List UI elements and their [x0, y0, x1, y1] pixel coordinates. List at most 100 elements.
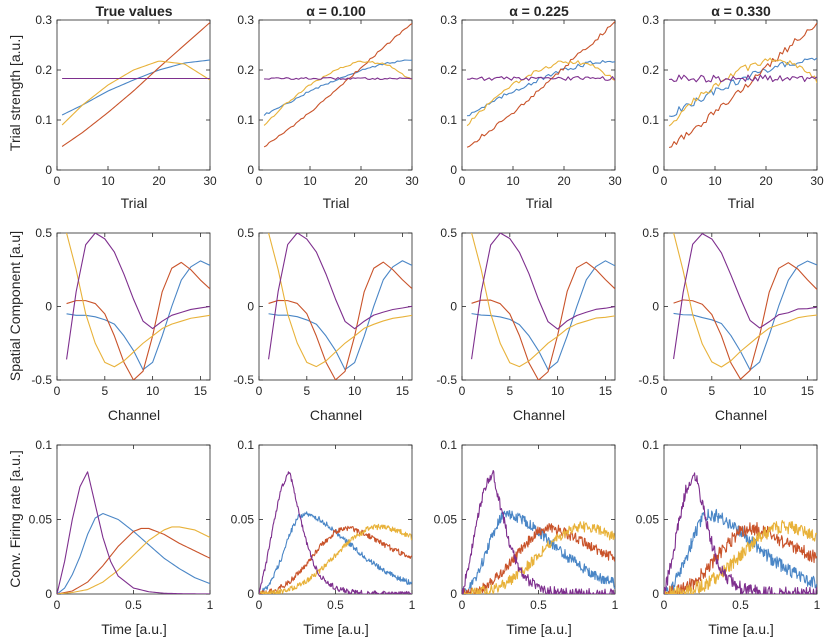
y-tick-label: -0.5 [233, 373, 254, 387]
y-tick-label: 0.05 [434, 513, 458, 527]
axes-box [663, 444, 818, 595]
xlabel-time-col4: Time [a.u.] [708, 621, 774, 637]
x-tick-label: 0 [661, 384, 668, 398]
series-red-line [668, 22, 817, 149]
axes-box [663, 19, 818, 171]
x-tick-label: 15 [599, 384, 613, 398]
y-tick-label: 0.2 [35, 63, 52, 77]
series-purple-line [471, 233, 615, 360]
y-tick-label: 0.1 [237, 113, 254, 127]
panel-firing-col1: 0 0.5 1 0 0.05 0.1 [29, 438, 214, 612]
x-tick-label: 0 [661, 174, 668, 188]
y-tick-label: 0 [652, 300, 659, 314]
panel-trial-col3: 0 10 20 30 0 0.1 0.2 0.3 [440, 13, 622, 188]
xlabel-time-col1: Time [a.u.] [101, 621, 167, 637]
series-red-line [471, 261, 615, 380]
xlabel-time-col3: Time [a.u.] [506, 621, 572, 637]
x-tick-label: 0 [459, 598, 466, 612]
panel-firing-col2: 0 0.5 1 0 0.05 0.1 [231, 438, 416, 612]
series-purple-line [66, 233, 210, 360]
x-tick-label: 1 [409, 598, 416, 612]
y-tick-label: 0 [652, 163, 659, 177]
y-tick-label: 0.3 [35, 13, 52, 27]
x-tick-label: 15 [396, 384, 410, 398]
series-blue-line [66, 260, 210, 371]
y-tick-label: 0.2 [440, 63, 457, 77]
x-tick-label: 10 [101, 174, 115, 188]
y-tick-label: 0.1 [237, 438, 254, 452]
column-title-true-values: True values [95, 3, 172, 19]
x-tick-label: 15 [801, 384, 815, 398]
y-tick-label: 0 [247, 587, 254, 601]
x-tick-label: 0.5 [327, 598, 344, 612]
x-tick-label: 5 [708, 384, 715, 398]
x-tick-label: 0 [256, 384, 263, 398]
panel-trial-col4: 0 10 20 30 0 0.1 0.2 0.3 [642, 13, 824, 188]
x-tick-label: 0 [54, 384, 61, 398]
x-tick-label: 15 [194, 384, 208, 398]
ylabel-trial-strength: Trial strength [a.u.] [7, 35, 23, 151]
x-tick-label: 1 [612, 598, 619, 612]
y-tick-label: -0.5 [31, 373, 52, 387]
series-purple-line [259, 471, 412, 594]
y-tick-label: 0.1 [642, 438, 659, 452]
y-tick-label: 0.1 [35, 113, 52, 127]
series-yellow-line [466, 60, 615, 127]
axes-box [663, 232, 818, 381]
x-tick-label: 0 [54, 598, 61, 612]
x-tick-label: 0.5 [732, 598, 749, 612]
y-tick-label: 0.2 [642, 63, 659, 77]
x-tick-label: 10 [303, 174, 317, 188]
series-red-line [259, 525, 412, 594]
y-tick-label: 0 [652, 587, 659, 601]
xlabel-trial-col1: Trial [121, 195, 148, 211]
series-yellow-line [263, 60, 412, 126]
series-purple-line [264, 76, 412, 80]
series-red-line [673, 262, 817, 380]
column-title-alpha-0330: α = 0.330 [711, 3, 771, 19]
x-tick-label: 20 [557, 174, 571, 188]
x-tick-label: 30 [203, 174, 217, 188]
series-red-line [466, 21, 615, 148]
x-tick-label: 0 [459, 174, 466, 188]
y-tick-label: 0.5 [35, 226, 52, 240]
xlabel-channel-col4: Channel [715, 407, 767, 423]
panel-spatial-col2: 0 5 10 15-0.500.5 [233, 226, 413, 398]
series-yellow-line [668, 57, 817, 127]
x-tick-label: 10 [506, 174, 520, 188]
y-tick-label: 0.1 [35, 438, 52, 452]
x-tick-label: 10 [753, 384, 767, 398]
series-blue-line [673, 260, 817, 371]
series-purple-line [664, 472, 817, 594]
panel-spatial-col4: 0 5 10 15-0.500.5 [638, 226, 818, 398]
y-tick-label: 0.1 [440, 113, 457, 127]
series-purple-line [673, 233, 817, 360]
series-yellow-line [66, 233, 210, 368]
series-red-line [263, 22, 412, 148]
axes-box [258, 19, 413, 171]
x-tick-label: 0 [256, 598, 263, 612]
y-tick-label: -0.5 [436, 373, 457, 387]
x-tick-label: 30 [810, 174, 824, 188]
xlabel-time-col2: Time [a.u.] [303, 621, 369, 637]
x-tick-label: 10 [551, 384, 565, 398]
y-tick-label: 0 [450, 587, 457, 601]
y-tick-label: 0 [450, 300, 457, 314]
y-tick-label: 0.05 [29, 513, 53, 527]
xlabel-trial-col3: Trial [526, 195, 553, 211]
column-title-alpha-0100: α = 0.100 [306, 3, 366, 19]
axes-box [461, 19, 616, 171]
x-tick-label: 5 [303, 384, 310, 398]
y-tick-label: 0 [450, 163, 457, 177]
x-tick-label: 0 [256, 174, 263, 188]
y-tick-label: 0.2 [237, 63, 254, 77]
column-title-alpha-0225: α = 0.225 [509, 3, 569, 19]
y-tick-label: 0.1 [440, 438, 457, 452]
ylabel-firing-rate: Conv. Firing rate [a.u.] [7, 450, 23, 587]
y-tick-label: 0.5 [642, 226, 659, 240]
y-tick-label: 0.5 [237, 226, 254, 240]
series-blue-line [462, 510, 615, 594]
series-purple-line [462, 469, 615, 594]
